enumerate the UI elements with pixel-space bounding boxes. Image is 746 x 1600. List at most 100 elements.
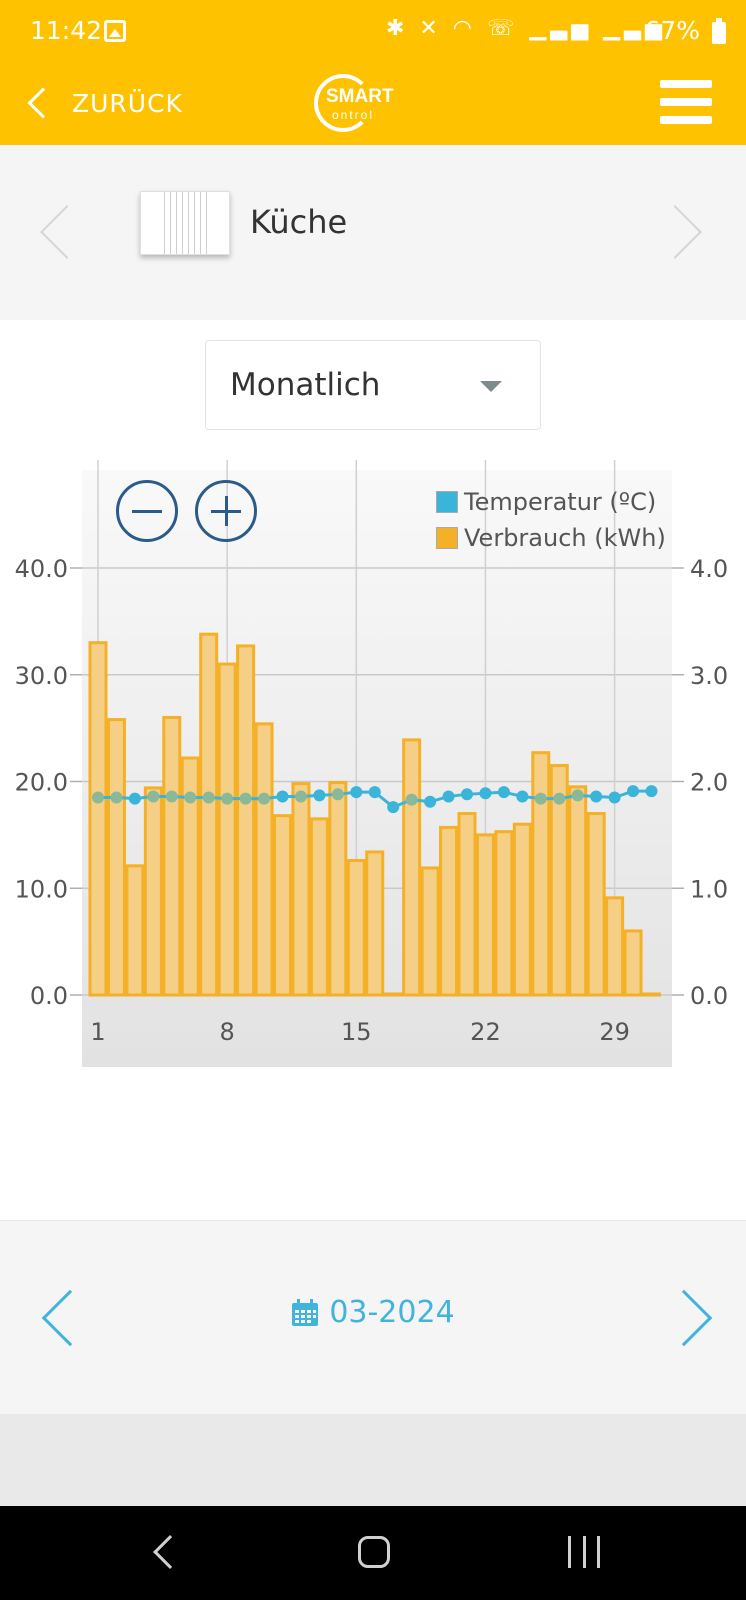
consumption-bar bbox=[365, 850, 385, 997]
chevron-left-icon bbox=[27, 87, 59, 119]
previous-device-button[interactable] bbox=[40, 205, 94, 259]
temperature-point bbox=[553, 792, 566, 805]
x-tick-label: 29 bbox=[599, 1018, 630, 1046]
y-tick-label-left: 40.0 bbox=[15, 555, 68, 583]
hamburger-menu-button[interactable] bbox=[660, 80, 712, 124]
zoom-in-button[interactable] bbox=[195, 480, 257, 542]
consumption-bar bbox=[162, 715, 182, 997]
consumption-bar bbox=[642, 992, 661, 997]
y-tick-label-left: 20.0 bbox=[15, 769, 68, 797]
app-header: ZURÜCK SMART ontrol bbox=[0, 64, 746, 145]
temperature-point bbox=[331, 788, 344, 801]
consumption-bar bbox=[328, 781, 348, 997]
consumption-bar bbox=[291, 782, 311, 997]
consumption-bar bbox=[180, 756, 200, 997]
legend-swatch-temperature bbox=[436, 491, 458, 513]
temperature-point bbox=[571, 789, 584, 802]
calendar-icon bbox=[292, 1298, 319, 1326]
temperature-point bbox=[276, 790, 289, 803]
temperature-point bbox=[405, 793, 418, 806]
bottom-strip bbox=[0, 1414, 746, 1506]
system-navigation-bar bbox=[0, 1506, 746, 1600]
x-tick-label: 8 bbox=[220, 1018, 235, 1046]
temperature-point bbox=[497, 786, 510, 799]
temperature-point bbox=[461, 788, 473, 801]
consumption-bar bbox=[586, 812, 606, 997]
device-name: Küche bbox=[250, 203, 348, 241]
temperature-point bbox=[387, 801, 400, 814]
chart-legend: Temperatur (ºC) Verbrauch (kWh) bbox=[436, 484, 666, 556]
consumption-bar bbox=[125, 864, 145, 997]
y-tick-label-right: 2.0 bbox=[690, 769, 728, 797]
current-month-label: 03-2024 bbox=[329, 1295, 455, 1330]
temperature-point bbox=[128, 792, 141, 805]
back-button[interactable]: ZURÜCK bbox=[22, 78, 183, 128]
gallery-notification-icon bbox=[104, 20, 126, 42]
system-home-button[interactable] bbox=[358, 1536, 390, 1568]
temperature-point bbox=[147, 790, 160, 803]
logo-control-text: ontrol bbox=[332, 108, 375, 122]
smart-control-logo: SMART ontrol bbox=[314, 68, 394, 138]
consumption-bar bbox=[402, 738, 422, 997]
temperature-point bbox=[645, 785, 658, 798]
chart-svg: 0.0 0.0 10.0 1.0 20.0 2.0 30.0 3.0 40.0 4.0 1 8 15 22… bbox=[15, 460, 728, 1067]
system-back-button[interactable] bbox=[153, 1535, 187, 1569]
consumption-bar bbox=[568, 785, 588, 997]
legend-item-consumption[interactable]: Verbrauch (kWh) bbox=[436, 520, 666, 556]
menu-bar-icon bbox=[660, 98, 712, 106]
temperature-point bbox=[239, 792, 252, 805]
back-label: ZURÜCK bbox=[72, 88, 183, 118]
temperature-point bbox=[92, 791, 104, 804]
consumption-bar bbox=[346, 858, 366, 997]
consumption-chart: 0.0 0.0 10.0 1.0 20.0 2.0 30.0 3.0 40.0 4.0 1 8 15 22… bbox=[0, 450, 746, 1070]
consumption-bar bbox=[143, 786, 163, 997]
date-navigation: 03-2024 bbox=[0, 1220, 746, 1414]
menu-bar-icon bbox=[660, 116, 712, 124]
system-recents-button[interactable] bbox=[568, 1536, 600, 1568]
consumption-bar bbox=[475, 833, 495, 997]
status-icons: ✱ ✕ ◠ ☏ ▁▃▅ ▁▃▅ bbox=[385, 16, 666, 41]
temperature-point bbox=[424, 795, 437, 808]
temperature-point bbox=[368, 786, 381, 799]
temperature-point bbox=[350, 786, 363, 799]
legend-label-temperature: Temperatur (ºC) bbox=[464, 488, 657, 516]
consumption-bar bbox=[605, 896, 625, 997]
temperature-point bbox=[202, 791, 215, 804]
zoom-out-button[interactable] bbox=[116, 480, 178, 542]
temperature-point bbox=[516, 790, 529, 803]
temperature-point bbox=[442, 790, 455, 803]
consumption-bar bbox=[457, 812, 477, 997]
y-tick-label-left: 10.0 bbox=[15, 875, 68, 903]
legend-item-temperature[interactable]: Temperatur (ºC) bbox=[436, 484, 666, 520]
temperature-point bbox=[184, 791, 197, 804]
y-tick-label-left: 0.0 bbox=[30, 982, 68, 1010]
consumption-bar bbox=[494, 830, 514, 997]
period-dropdown[interactable]: Monatlich bbox=[205, 340, 541, 430]
temperature-point bbox=[313, 789, 326, 802]
status-time: 11:42 bbox=[30, 16, 103, 45]
battery-percent: 67% bbox=[644, 16, 700, 45]
consumption-bar bbox=[549, 763, 569, 997]
temperature-point bbox=[590, 790, 603, 803]
date-picker-button[interactable]: 03-2024 bbox=[0, 1295, 746, 1330]
next-device-button[interactable] bbox=[648, 205, 702, 259]
x-tick-label: 15 bbox=[341, 1018, 372, 1046]
battery-icon bbox=[712, 18, 726, 44]
consumption-bar bbox=[217, 662, 237, 997]
x-tick-label: 22 bbox=[470, 1018, 501, 1046]
consumption-bar bbox=[309, 817, 329, 997]
logo-smart-text: SMART bbox=[326, 86, 394, 107]
caret-down-icon bbox=[480, 381, 502, 392]
temperature-point bbox=[294, 790, 307, 803]
device-selector: Küche bbox=[0, 145, 746, 320]
temperature-point bbox=[258, 792, 271, 805]
consumption-bar bbox=[420, 866, 440, 997]
temperature-point bbox=[534, 792, 547, 805]
y-tick-label-left: 30.0 bbox=[15, 662, 68, 690]
temperature-point bbox=[165, 790, 178, 803]
temperature-point bbox=[479, 787, 492, 800]
legend-swatch-consumption bbox=[436, 527, 458, 549]
logo-c-shape bbox=[314, 74, 372, 132]
consumption-bar bbox=[623, 929, 643, 997]
temperature-point bbox=[110, 791, 123, 804]
